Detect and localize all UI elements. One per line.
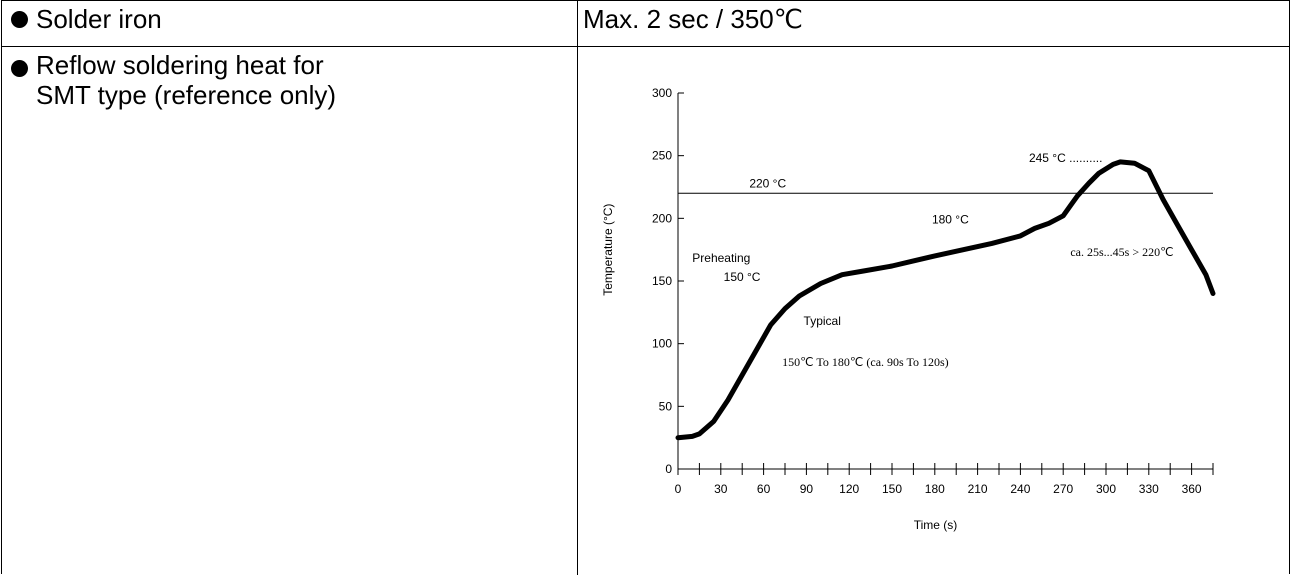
bullet-icon	[11, 60, 28, 77]
bullet-icon	[11, 11, 28, 28]
y-tick-label: 100	[652, 337, 672, 351]
threshold-label: 220 °C	[749, 176, 786, 190]
chart-annotation: 245 °C ..........	[1029, 151, 1103, 165]
y-tick-label: 300	[652, 86, 672, 100]
chart-annotation: Typical	[804, 314, 841, 328]
chart-annotation: 150℃ To 180℃ (ca. 90s To 120s)	[782, 355, 949, 369]
x-tick-label: 240	[1010, 482, 1030, 496]
reflow-label: Reflow soldering heat for SMT type (refe…	[36, 50, 336, 110]
x-axis-label: Time (s)	[914, 518, 958, 532]
y-axis-label: Temperature (°C)	[601, 204, 615, 296]
chart-annotation: 180 °C	[932, 212, 969, 226]
reflow-label-cell: Reflow soldering heat for SMT type (refe…	[2, 47, 578, 575]
solder-iron-value: Max. 2 sec / 350℃	[583, 4, 803, 34]
solder-iron-label: Solder iron	[36, 4, 162, 34]
y-tick-label: 200	[652, 211, 672, 225]
y-tick-label: 50	[659, 399, 673, 413]
solder-iron-value-cell: Max. 2 sec / 350℃	[578, 1, 1289, 47]
chart-annotation: 150 °C	[724, 270, 761, 284]
y-tick-label: 0	[665, 462, 672, 476]
x-tick-label: 90	[800, 482, 814, 496]
x-tick-label: 150	[882, 482, 902, 496]
x-tick-label: 180	[925, 482, 945, 496]
x-tick-label: 30	[714, 482, 728, 496]
reflow-profile-chart: 0 50 100 150 200 250 300 0 30 60 90 120 150 180 210 240…	[601, 86, 1216, 532]
x-tick-label: 330	[1139, 482, 1159, 496]
x-tick-label: 300	[1096, 482, 1116, 496]
reflow-label-line-2: SMT type (reference only)	[36, 80, 337, 110]
reflow-label-line-1: Reflow soldering heat for	[36, 50, 324, 80]
x-tick-label: 0	[675, 482, 682, 496]
chart-annotation: ca. 25s...45s > 220℃	[1070, 245, 1173, 259]
x-tick-label: 360	[1182, 482, 1202, 496]
x-tick-label: 270	[1053, 482, 1073, 496]
chart-annotation: Preheating	[692, 251, 750, 265]
reflow-chart-cell: 0 50 100 150 200 250 300 0 30 60 90 120 150 180 210 240…	[578, 47, 1289, 575]
temperature-profile-line	[675, 159, 1216, 441]
x-tick-label: 210	[968, 482, 988, 496]
solder-iron-label-cell: Solder iron	[2, 1, 578, 47]
x-tick-label: 60	[757, 482, 771, 496]
y-tick-label: 250	[652, 149, 672, 163]
x-tick-label: 120	[839, 482, 859, 496]
y-tick-label: 150	[652, 274, 672, 288]
